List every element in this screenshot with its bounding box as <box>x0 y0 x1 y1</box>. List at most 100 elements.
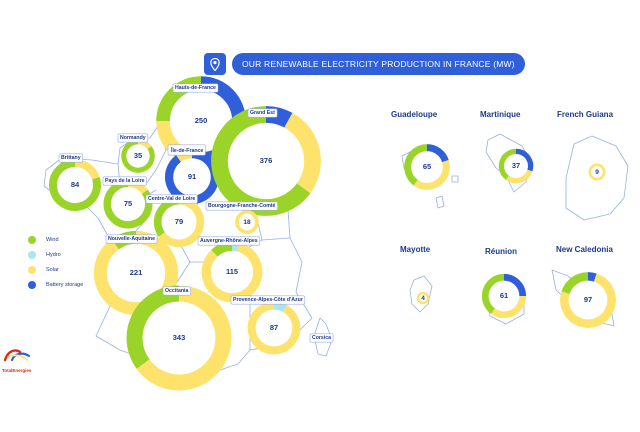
region-label-ile-de-france: Île-de-France <box>170 146 203 154</box>
donut-hole <box>123 141 153 171</box>
donut-hole <box>134 293 224 383</box>
region-group-ile-de-france: 91 Île-de-France <box>165 144 219 204</box>
donut-slice-ile-de-france-battery-storage <box>165 149 219 204</box>
donut-hole <box>219 114 313 208</box>
donut-value-label: 343 <box>173 333 186 342</box>
donut-value-label: 91 <box>188 172 196 181</box>
legend-swatch-battery-storage <box>28 280 36 289</box>
brand-name: TotalEnergies <box>2 368 32 373</box>
donut-slice-new-caledonia-wind <box>561 272 589 295</box>
donut-hole <box>53 163 97 207</box>
totalenergies-logo: TotalEnergies <box>2 348 34 373</box>
region-label-box <box>167 144 206 156</box>
donut-slice-martinique-battery-storage <box>515 148 534 172</box>
region-label-box <box>247 108 278 118</box>
donut-slice-french-guiana-solar <box>588 163 606 181</box>
region-group-corsica: Corsica <box>309 333 334 343</box>
region-label-bourgogne-franche-comte: Bourgogne-Franche-Comté <box>208 203 276 209</box>
donut-hole <box>157 200 201 244</box>
region-group-centre-val-de-loire: 79 Centre-Val de Loire <box>145 194 205 248</box>
donut-value-label: 4 <box>421 295 425 302</box>
region-label-box <box>197 236 261 246</box>
donut-slice-reunion-battery-storage <box>503 273 527 297</box>
donut-slice-pays-de-la-loire-wind <box>103 179 153 229</box>
legend-swatch-wind <box>28 235 36 244</box>
donut-slice-martinique-wind <box>498 148 517 180</box>
region-label-box <box>162 286 191 296</box>
region-label-guadeloupe: Guadeloupe <box>391 110 438 119</box>
donut-hole <box>251 305 297 351</box>
donut-slice-reunion-solar <box>490 295 527 319</box>
donut-slice-guadeloupe-battery-storage <box>426 144 449 163</box>
region-group-grand-est: 376 Grand Est <box>211 106 321 216</box>
donut-hole <box>206 246 258 298</box>
chart-title-text: OUR RENEWABLE ELECTRICITY PRODUCTION IN … <box>232 53 525 75</box>
donut-value-label: 87 <box>270 323 278 332</box>
donut-slice-guadeloupe-solar <box>413 159 450 190</box>
region-label-brittany: Brittany <box>61 155 81 161</box>
donut-slice-guadeloupe-wind <box>404 144 428 186</box>
legend-item-battery-storage: Battery storage <box>28 277 83 292</box>
region-group-provence-alpes-cote-d-azur: 87 Provence-Alpes-Côte d'Azur <box>230 295 306 355</box>
donut-value-label: 97 <box>584 295 592 304</box>
donut-value-label: 65 <box>423 162 431 171</box>
region-label-box <box>117 133 149 143</box>
donut-slice-provence-alpes-cote-d-azur-hydro <box>273 301 287 313</box>
region-group-french-guiana: 9 French Guiana <box>557 110 614 181</box>
region-label-french-guiana: French Guiana <box>557 110 614 119</box>
donut-slice-martinique-solar <box>505 169 533 184</box>
donut-value-label: 75 <box>124 199 132 208</box>
region-label-box <box>309 333 334 343</box>
region-label-nouvelle-aquitaine: Nouvelle-Aquitaine <box>108 236 155 242</box>
legend-label: Hydro <box>46 251 61 258</box>
donut-hole <box>589 164 605 180</box>
donut-slice-grand-est-solar <box>284 112 321 194</box>
donut-hole <box>100 237 172 309</box>
donut-slice-grand-est-wind <box>211 106 311 216</box>
donut-slice-reunion-wind <box>481 273 505 314</box>
region-label-provence-alpes-cote-d-azur: Provence-Alpes-Côte d'Azur <box>233 297 303 303</box>
region-group-brittany: 84 Brittany <box>49 153 101 211</box>
map-pin-icon <box>204 53 226 75</box>
donut-value-label: 376 <box>260 156 273 165</box>
donut-hole <box>485 277 523 315</box>
donut-value-label: 37 <box>512 161 520 170</box>
donut-value-label: 35 <box>134 151 142 160</box>
region-label-box <box>58 153 84 163</box>
donut-hole <box>169 154 215 200</box>
donut-hole <box>107 183 149 225</box>
donut-slice-provence-alpes-cote-d-azur-solar <box>247 301 301 355</box>
region-label-hauts-de-france: Hauts-de-France <box>175 85 216 91</box>
region-label-pays-de-la-loire: Pays de la Loire <box>105 178 145 184</box>
region-group-bourgogne-franche-comte: 18 Bourgogne-Franche-Comté <box>205 201 278 235</box>
region-label-box <box>102 176 147 186</box>
region-group-martinique: 37 Martinique <box>480 110 534 184</box>
donut-value-label: 250 <box>195 116 208 125</box>
region-group-mayotte: 4 Mayotte <box>400 245 431 305</box>
donut-slice-mayotte-solar <box>416 291 430 305</box>
legend-swatch-hydro <box>28 250 36 259</box>
region-group-guadeloupe: 65 Guadeloupe <box>391 110 450 190</box>
region-label-occitania: Occitania <box>165 288 188 294</box>
donut-slice-brittany-wind <box>49 159 101 211</box>
region-group-normandy: 35 Normandy <box>117 133 155 173</box>
donut-slice-centre-val-de-loire-solar <box>158 196 205 248</box>
legend-item-solar: Solar <box>28 262 83 277</box>
region-label-mayotte: Mayotte <box>400 245 431 254</box>
region-label-corsica: Corsica <box>312 335 331 341</box>
legend-label: Wind <box>46 236 59 243</box>
donut-value-label: 115 <box>226 267 238 276</box>
region-label-grand-est: Grand Est <box>250 110 275 116</box>
region-label-martinique: Martinique <box>480 110 521 119</box>
donut-value-label: 61 <box>500 291 508 300</box>
legend-label: Solar <box>46 266 59 273</box>
donut-hole <box>418 293 428 303</box>
donut-slice-occitania-solar <box>136 285 232 391</box>
chart-title: OUR RENEWABLE ELECTRICITY PRODUCTION IN … <box>204 53 525 75</box>
donut-slice-new-caledonia-battery-storage <box>587 272 597 282</box>
region-label-box <box>230 295 306 305</box>
region-label-box <box>172 83 219 93</box>
donut-hole <box>564 276 612 324</box>
